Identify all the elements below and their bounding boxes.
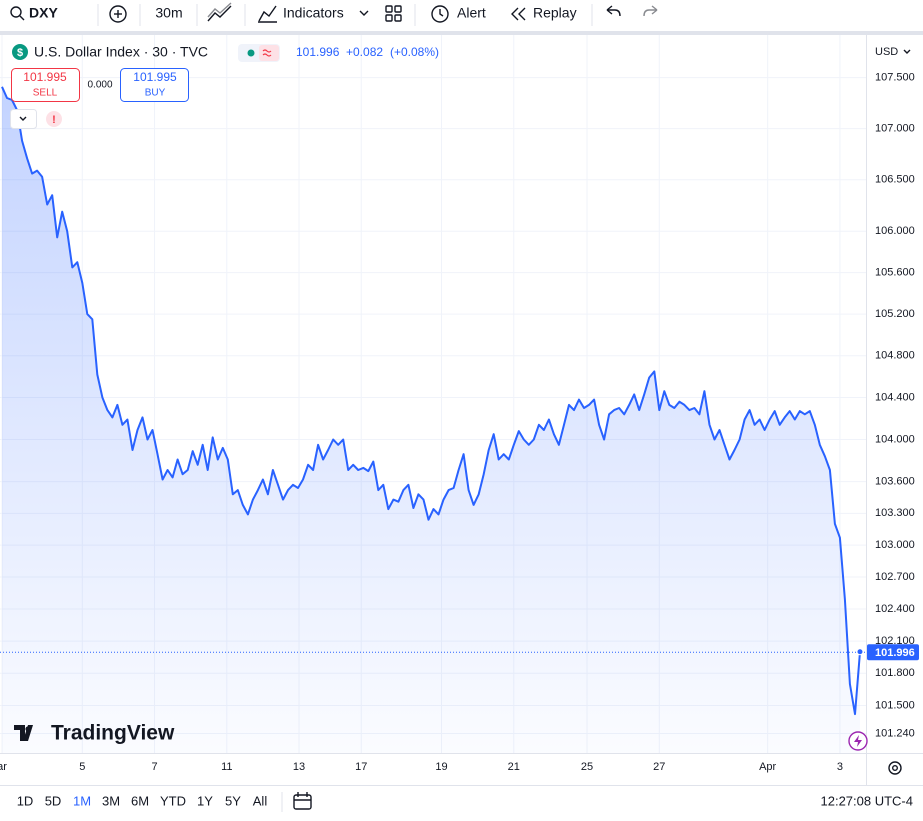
y-tick-label: 104.800 — [875, 350, 915, 362]
y-tick-label: 105.600 — [875, 266, 915, 278]
y-tick-label: 102.400 — [875, 603, 915, 615]
layout-button[interactable] — [385, 5, 402, 22]
x-tick-label: 17 — [355, 761, 367, 773]
y-tick-label: 105.200 — [875, 308, 915, 320]
bottom-bar — [0, 785, 923, 821]
interval[interactable]: 30m — [155, 5, 182, 21]
range-button[interactable]: 6M — [131, 793, 149, 808]
indicators-button[interactable]: Indicators — [258, 5, 344, 23]
y-tick-label: 107.500 — [875, 72, 915, 84]
last-price-label: 101.996 — [875, 647, 915, 659]
replay-label[interactable]: Replay — [533, 5, 577, 21]
range-button[interactable]: 1D — [17, 793, 34, 808]
last-price-tag — [867, 644, 919, 661]
y-tick-label: 101.240 — [875, 727, 915, 739]
y-tick-label: 104.000 — [875, 433, 915, 445]
x-tick-label: 7 — [151, 761, 157, 773]
x-tick-label: 3 — [837, 761, 843, 773]
y-tick-label: 107.000 — [875, 123, 915, 135]
warning-glyph: ! — [52, 114, 56, 126]
y-tick-label: 101.500 — [875, 699, 915, 711]
range-button[interactable]: YTD — [160, 793, 186, 808]
symbol-search[interactable]: DXY — [10, 5, 58, 21]
legend-price: 101.996 — [296, 45, 340, 59]
buy-label[interactable]: BUY — [145, 88, 166, 99]
range-buttons: 1D 5D 1M 3M 6M YTD 1Y 5Y All — [17, 793, 268, 808]
toolbar-border — [0, 31, 923, 35]
lightning-icon — [854, 735, 862, 747]
sell-label[interactable]: SELL — [33, 88, 58, 99]
x-tick-label: 27 — [653, 761, 665, 773]
symbol[interactable]: DXY — [29, 5, 58, 21]
market-status-dot — [247, 49, 255, 57]
range-button[interactable]: 1M — [73, 793, 91, 808]
chart-type-button[interactable] — [207, 2, 232, 22]
logo: TradingView — [14, 722, 175, 745]
x-tick-label: ar — [0, 761, 7, 773]
y-tick-label: 103.000 — [875, 539, 915, 551]
collapse-icon — [19, 116, 27, 121]
logo-text: TradingView — [51, 722, 175, 745]
toolbar — [0, 0, 923, 31]
alert-label[interactable]: Alert — [457, 5, 486, 21]
chart-layer: ar 5 7 11 13 17 19 21 25 27 Apr 3 107.500 107.000 106.… — [0, 35, 923, 785]
currency-button[interactable] — [867, 40, 921, 64]
symbol-title: U.S. Dollar Index · 30 · TVC — [34, 44, 208, 60]
redo-button[interactable] — [643, 5, 658, 17]
x-tick-label: 5 — [79, 761, 85, 773]
currency[interactable]: USD — [875, 46, 898, 58]
area-fill — [2, 86, 860, 754]
buy-button[interactable] — [120, 68, 189, 102]
y-tick-label: 106.500 — [875, 174, 915, 186]
alert-button[interactable]: Alert — [431, 5, 486, 23]
range-button[interactable]: 5D — [45, 793, 62, 808]
range-button[interactable]: 1Y — [197, 793, 213, 808]
legend-change-pct: (+0.08%) — [390, 45, 439, 59]
compare-button[interactable] — [109, 5, 127, 23]
spread: 0.000 — [87, 80, 112, 91]
delayed-icon — [262, 49, 272, 57]
last-point — [856, 648, 864, 656]
x-tick-label: 19 — [435, 761, 447, 773]
settings-button[interactable] — [888, 761, 902, 775]
warning-badge[interactable] — [46, 111, 62, 127]
range-button[interactable]: 5Y — [225, 793, 241, 808]
symbol-icon — [12, 44, 28, 60]
x-tick-label: 25 — [581, 761, 593, 773]
indicators-dropdown[interactable] — [359, 10, 369, 16]
sell-price[interactable]: 101.995 — [23, 70, 67, 84]
y-tick-label: 104.400 — [875, 391, 915, 403]
replay-button[interactable]: Replay — [511, 5, 577, 21]
sell-button[interactable] — [11, 68, 80, 102]
price-line — [1, 86, 861, 716]
y-tick-label: 102.700 — [875, 571, 915, 583]
delayed-badge — [259, 45, 279, 61]
undo-button[interactable] — [606, 5, 621, 17]
indicators-label[interactable]: Indicators — [283, 5, 344, 21]
x-tick-label: Apr — [759, 761, 776, 773]
x-tick-label: 21 — [508, 761, 520, 773]
y-tick-label: 106.000 — [875, 225, 915, 237]
range-button[interactable]: 3M — [102, 793, 120, 808]
date-range-button[interactable] — [293, 792, 312, 810]
y-tick-label: 101.800 — [875, 667, 915, 679]
range-button[interactable]: All — [253, 793, 268, 808]
x-tick-label: 13 — [293, 761, 305, 773]
clock[interactable]: 12:27:08 UTC-4 — [821, 793, 914, 808]
y-tick-label: 103.600 — [875, 476, 915, 488]
y-tick-label: 103.300 — [875, 507, 915, 519]
y-tick-label: 102.100 — [875, 635, 915, 647]
legend-change: +0.082 — [346, 45, 383, 59]
buy-price[interactable]: 101.995 — [133, 70, 177, 84]
symbol-icon-glyph: $ — [17, 47, 23, 59]
currency-dropdown[interactable] — [903, 49, 911, 54]
x-tick-label: 11 — [221, 761, 232, 773]
